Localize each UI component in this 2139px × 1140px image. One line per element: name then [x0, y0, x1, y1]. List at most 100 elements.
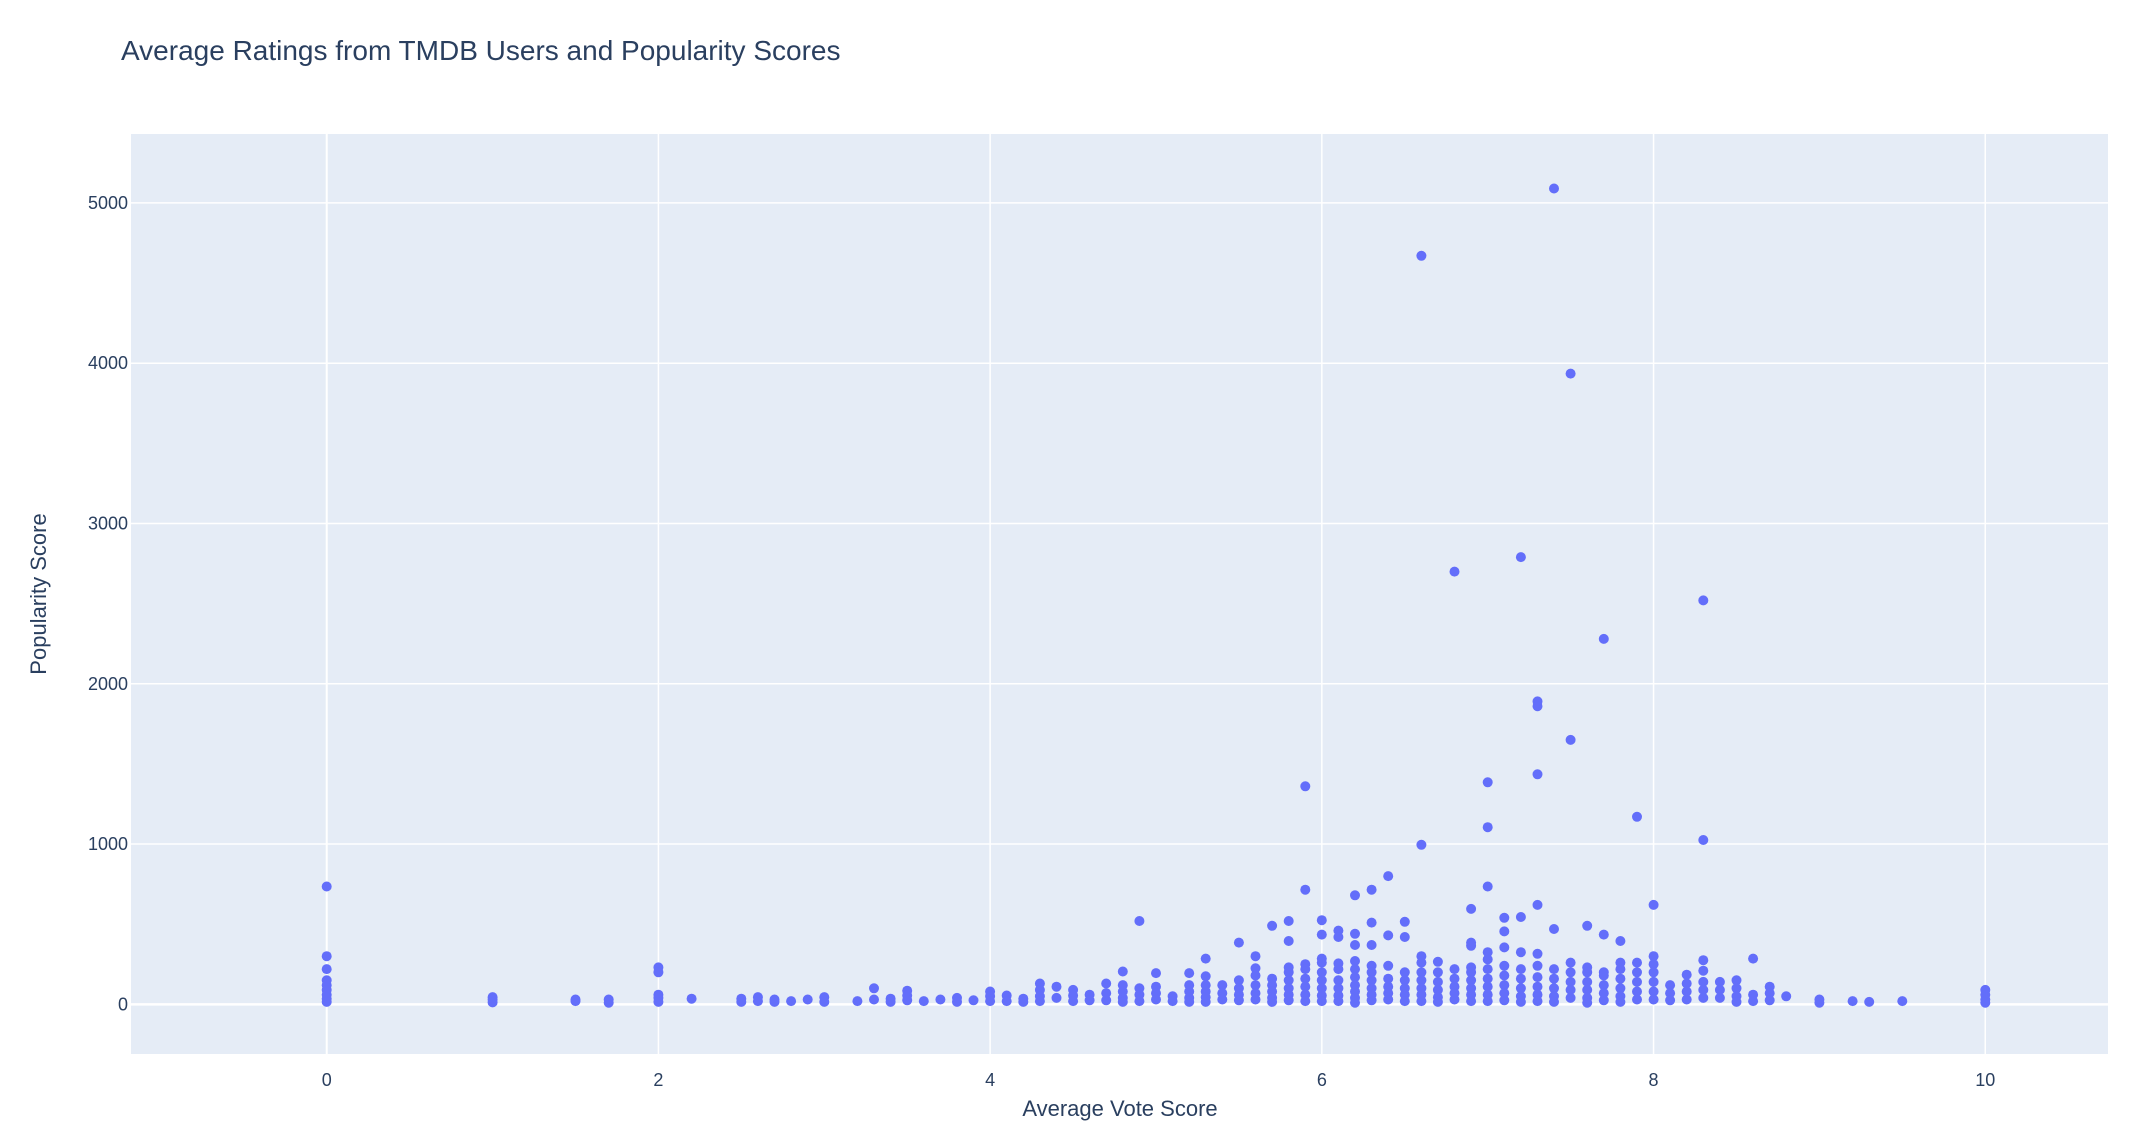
- data-point[interactable]: [1549, 964, 1559, 975]
- data-point[interactable]: [1117, 966, 1128, 977]
- data-point[interactable]: [1714, 984, 1725, 995]
- data-point[interactable]: [1350, 972, 1360, 983]
- data-point[interactable]: [1565, 976, 1576, 987]
- data-point[interactable]: [1151, 968, 1161, 979]
- data-point[interactable]: [1482, 777, 1493, 788]
- data-point[interactable]: [1731, 975, 1742, 986]
- data-point[interactable]: [1598, 633, 1609, 644]
- data-point[interactable]: [321, 881, 332, 892]
- data-point[interactable]: [1267, 920, 1278, 931]
- data-point[interactable]: [1748, 953, 1759, 964]
- data-point[interactable]: [1681, 994, 1692, 1005]
- data-point[interactable]: [1698, 835, 1709, 845]
- data-point[interactable]: [1648, 951, 1659, 962]
- data-point[interactable]: [1350, 940, 1360, 950]
- data-point[interactable]: [1449, 994, 1460, 1005]
- data-point[interactable]: [1399, 996, 1410, 1007]
- data-point[interactable]: [1615, 936, 1626, 946]
- data-point[interactable]: [736, 996, 747, 1007]
- data-point[interactable]: [1283, 967, 1294, 978]
- data-point[interactable]: [1515, 912, 1526, 922]
- data-point[interactable]: [1565, 967, 1576, 978]
- data-point[interactable]: [819, 996, 830, 1007]
- data-point[interactable]: [1714, 992, 1725, 1003]
- data-point[interactable]: [1582, 976, 1593, 987]
- data-point[interactable]: [1416, 957, 1427, 968]
- data-point[interactable]: [1184, 968, 1195, 979]
- data-point[interactable]: [1549, 996, 1559, 1007]
- data-point[interactable]: [1366, 884, 1377, 895]
- data-point[interactable]: [570, 996, 581, 1007]
- data-point[interactable]: [1764, 988, 1775, 999]
- data-point[interactable]: [1283, 975, 1294, 986]
- data-point[interactable]: [1432, 996, 1443, 1007]
- data-point[interactable]: [1250, 980, 1261, 991]
- data-point[interactable]: [1598, 995, 1609, 1006]
- data-point[interactable]: [1134, 916, 1145, 926]
- data-point[interactable]: [1515, 552, 1526, 563]
- data-point[interactable]: [1681, 986, 1692, 997]
- data-point[interactable]: [1532, 981, 1543, 992]
- data-point[interactable]: [1598, 980, 1609, 991]
- data-point[interactable]: [1731, 983, 1742, 994]
- data-point[interactable]: [1233, 937, 1244, 948]
- data-point[interactable]: [1316, 915, 1327, 926]
- data-point[interactable]: [1350, 964, 1360, 975]
- data-point[interactable]: [1432, 967, 1443, 978]
- data-point[interactable]: [1366, 975, 1377, 986]
- data-point[interactable]: [935, 994, 946, 1005]
- data-point[interactable]: [1582, 920, 1593, 931]
- data-point[interactable]: [1167, 996, 1178, 1007]
- data-point[interactable]: [321, 996, 332, 1007]
- data-point[interactable]: [1432, 976, 1443, 987]
- data-point[interactable]: [1399, 967, 1410, 978]
- data-point[interactable]: [1233, 975, 1244, 986]
- data-point[interactable]: [1350, 956, 1360, 966]
- data-point[interactable]: [1466, 996, 1477, 1007]
- data-point[interactable]: [1532, 948, 1543, 959]
- data-point[interactable]: [1383, 960, 1394, 971]
- data-point[interactable]: [1482, 954, 1493, 965]
- data-point[interactable]: [1632, 967, 1642, 978]
- data-point[interactable]: [1632, 976, 1642, 987]
- data-point[interactable]: [1316, 975, 1327, 986]
- data-point[interactable]: [1482, 981, 1493, 992]
- data-point[interactable]: [1283, 916, 1294, 926]
- data-point[interactable]: [1515, 947, 1526, 958]
- data-point[interactable]: [1499, 912, 1510, 923]
- data-point[interactable]: [1333, 983, 1344, 994]
- data-point[interactable]: [1316, 967, 1327, 978]
- data-point[interactable]: [1399, 932, 1410, 942]
- data-point[interactable]: [1482, 881, 1493, 892]
- data-point[interactable]: [1300, 996, 1311, 1007]
- data-point[interactable]: [1698, 955, 1709, 966]
- data-point[interactable]: [1648, 994, 1659, 1005]
- data-point[interactable]: [1300, 973, 1311, 984]
- data-point[interactable]: [802, 994, 813, 1005]
- data-point[interactable]: [1416, 250, 1427, 261]
- data-point[interactable]: [1731, 996, 1742, 1007]
- data-point[interactable]: [1632, 811, 1642, 822]
- data-point[interactable]: [1598, 988, 1609, 999]
- data-point[interactable]: [1316, 983, 1327, 994]
- data-point[interactable]: [1449, 973, 1460, 984]
- data-point[interactable]: [968, 995, 979, 1006]
- data-point[interactable]: [1698, 992, 1709, 1003]
- data-point[interactable]: [1748, 996, 1759, 1007]
- data-point[interactable]: [1416, 996, 1427, 1007]
- data-point[interactable]: [1084, 995, 1095, 1006]
- data-point[interactable]: [1565, 984, 1576, 995]
- data-point[interactable]: [1565, 957, 1576, 968]
- data-point[interactable]: [1283, 936, 1294, 946]
- data-point[interactable]: [1383, 994, 1394, 1005]
- data-point[interactable]: [1698, 976, 1709, 987]
- data-point[interactable]: [1698, 984, 1709, 995]
- data-point[interactable]: [1532, 972, 1543, 983]
- data-point[interactable]: [1350, 928, 1360, 939]
- data-point[interactable]: [1466, 967, 1477, 978]
- data-point[interactable]: [869, 983, 879, 994]
- data-point[interactable]: [1515, 973, 1526, 984]
- data-point[interactable]: [487, 997, 498, 1008]
- data-point[interactable]: [1416, 839, 1427, 850]
- data-point[interactable]: [1648, 959, 1659, 970]
